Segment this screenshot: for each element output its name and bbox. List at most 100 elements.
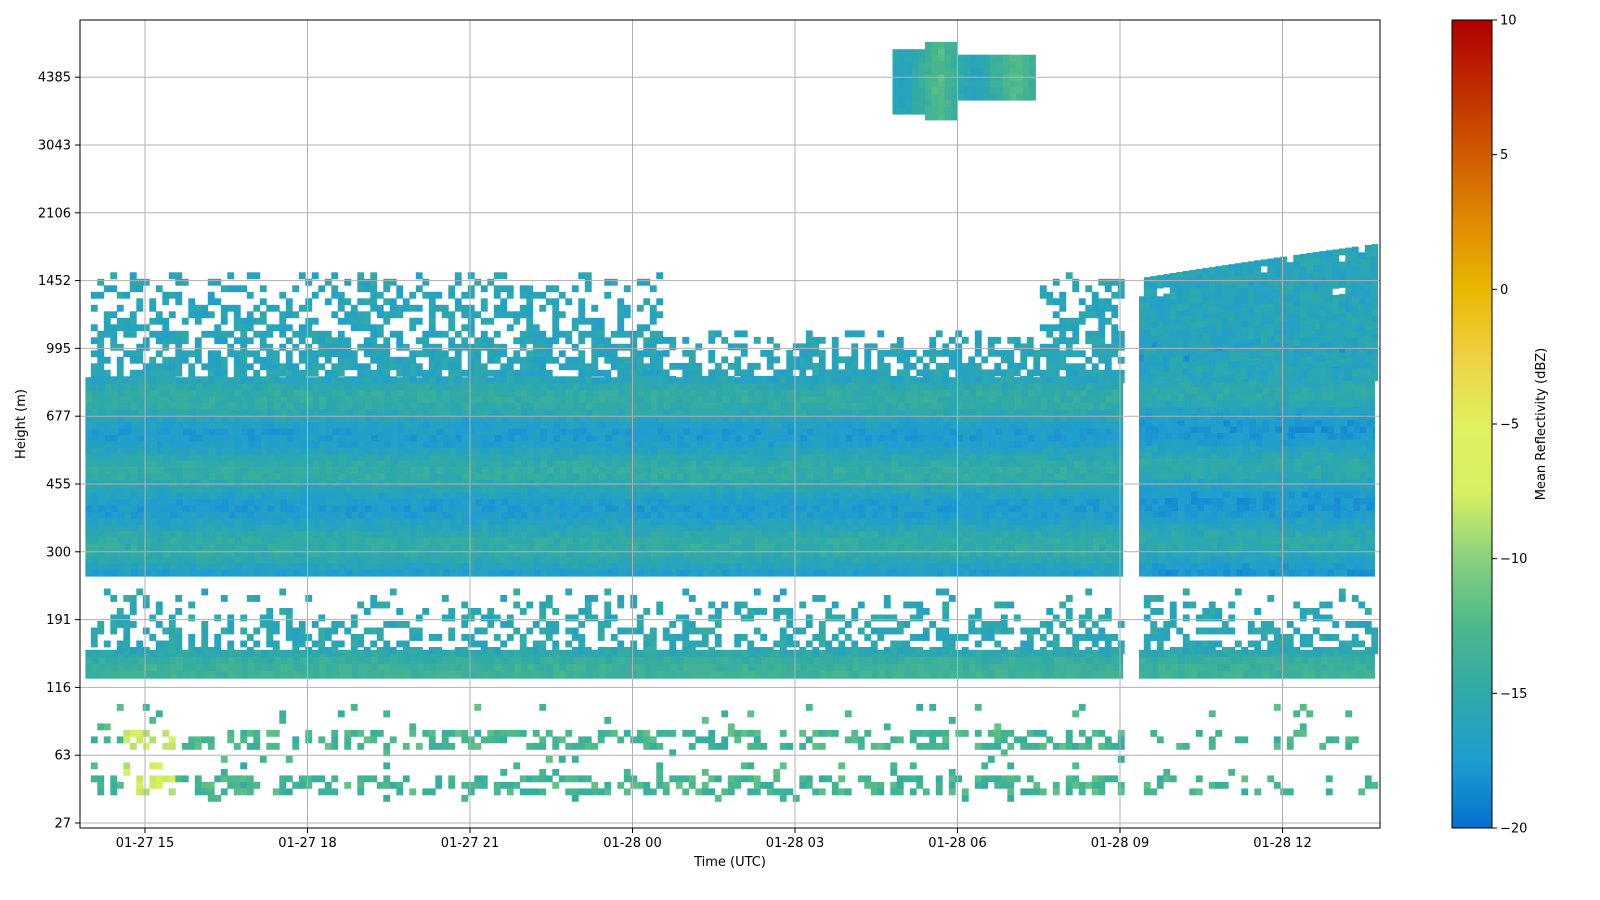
heatmap-cell [332, 531, 340, 539]
heatmap-cell [267, 550, 275, 558]
heatmap-cell [527, 505, 535, 513]
heatmap-cell [917, 415, 925, 423]
heatmap-cell [481, 396, 489, 404]
heatmap-cell [527, 524, 535, 532]
heatmap-cell [208, 441, 216, 449]
heatmap-cell [865, 467, 873, 474]
heatmap-cell [845, 402, 853, 410]
heatmap-cell [741, 383, 749, 391]
heatmap-cell [826, 486, 834, 494]
heatmap-cell [702, 409, 710, 417]
heatmap-cell [1066, 537, 1074, 545]
heatmap-cell [878, 550, 886, 558]
heatmap-cell [650, 467, 658, 474]
heatmap-cell [91, 537, 99, 545]
heatmap-cell [631, 473, 639, 481]
heatmap-cell [150, 460, 158, 468]
heatmap-cell [332, 512, 340, 519]
heatmap-cell [988, 402, 996, 410]
heatmap-cell [904, 441, 912, 449]
heatmap-cell [559, 537, 567, 545]
heatmap-cell [501, 544, 509, 551]
heatmap-cell [1060, 383, 1068, 391]
heatmap-cell [949, 409, 957, 417]
heatmap-cell [735, 435, 743, 442]
heatmap-cell [293, 435, 301, 442]
heatmap-cell [533, 563, 541, 571]
heatmap-cell [416, 435, 424, 442]
heatmap-cell [468, 428, 476, 436]
heatmap-cell [650, 486, 658, 494]
heatmap-cell [949, 524, 957, 532]
heatmap-cell [494, 441, 502, 449]
heatmap-cell [260, 428, 268, 436]
heatmap-cell [332, 486, 340, 494]
heatmap-cell [748, 518, 756, 526]
heatmap-cell [891, 383, 899, 391]
heatmap-cell [468, 499, 476, 506]
heatmap-cell [722, 428, 730, 436]
heatmap-cell [358, 467, 366, 474]
heatmap-cell [917, 479, 925, 487]
heatmap-cell [527, 467, 535, 474]
heatmap-cell [319, 563, 327, 571]
heatmap-cell [403, 402, 411, 410]
heatmap-cell [325, 415, 333, 423]
heatmap-cell [150, 390, 158, 397]
heatmap-cell [104, 402, 112, 410]
heatmap-cell [683, 569, 691, 577]
heatmap-cell [1112, 415, 1120, 423]
heatmap-cell [1034, 390, 1042, 397]
heatmap-cell [884, 492, 892, 500]
heatmap-cell [995, 492, 1003, 500]
heatmap-cell [592, 415, 600, 423]
heatmap-cell [468, 544, 476, 551]
heatmap-cell [319, 556, 327, 564]
heatmap-cell [1008, 396, 1016, 404]
heatmap-cell [904, 518, 912, 526]
heatmap-cell [91, 460, 99, 468]
heatmap-cell [273, 499, 281, 506]
heatmap-cell [852, 415, 860, 423]
heatmap-cell [956, 544, 964, 551]
heatmap-cell [137, 499, 145, 506]
heatmap-cell [969, 524, 977, 532]
heatmap-cell [553, 556, 561, 564]
heatmap-cell [98, 441, 106, 449]
heatmap-cell [189, 505, 197, 513]
heatmap-cell [468, 537, 476, 545]
heatmap-cell [709, 428, 717, 436]
heatmap-cell [917, 447, 925, 455]
heatmap-cell [377, 390, 385, 397]
heatmap-cell [397, 537, 405, 545]
heatmap-cell [1079, 479, 1087, 487]
heatmap-cell [1034, 454, 1042, 461]
heatmap-cell [468, 524, 476, 532]
heatmap-cell [826, 409, 834, 417]
heatmap-cell [481, 402, 489, 410]
heatmap-cell [761, 569, 769, 577]
heatmap-cell [364, 460, 372, 468]
heatmap-cell [553, 473, 561, 481]
heatmap-cell [663, 505, 671, 513]
heatmap-cell [429, 512, 437, 519]
heatmap-cell [260, 531, 268, 539]
heatmap-cell [702, 550, 710, 558]
heatmap-cell [949, 415, 957, 423]
heatmap-cell [371, 499, 379, 506]
heatmap-cell [514, 550, 522, 558]
heatmap-cell [111, 563, 119, 571]
heatmap-cell [592, 460, 600, 468]
heatmap-cell [754, 422, 762, 429]
heatmap-cell [774, 524, 782, 532]
heatmap-cell [559, 390, 567, 397]
heatmap-cell [611, 396, 619, 404]
heatmap-cell [397, 454, 405, 461]
heatmap-cell [1021, 569, 1029, 577]
heatmap-cell [722, 460, 730, 468]
heatmap-cell [871, 409, 879, 417]
heatmap-cell [650, 473, 658, 481]
heatmap-cell [377, 409, 385, 417]
heatmap-cell [332, 550, 340, 558]
heatmap-cell [319, 473, 327, 481]
